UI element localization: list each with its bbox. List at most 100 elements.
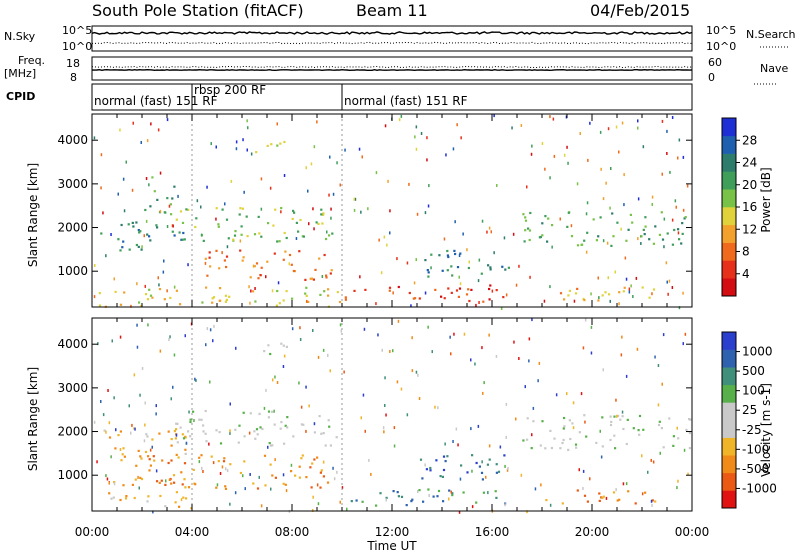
scatter-speck: [119, 448, 122, 451]
y-tick-label: 4000: [57, 337, 88, 351]
scatter-cell: [274, 208, 277, 211]
scatter-cell: [495, 471, 498, 474]
scatter-speck: [434, 405, 436, 409]
scatter-speck: [370, 472, 372, 476]
scatter-cell: [139, 230, 142, 233]
scatter-cell: [119, 498, 122, 502]
scatter-speck: [415, 370, 418, 374]
scatter-speck: [488, 444, 491, 448]
scatter-cell: [167, 461, 170, 465]
scatter-cell: [243, 435, 246, 438]
scatter-cell: [524, 229, 527, 232]
scatter-speck: [615, 398, 617, 402]
scatter-cell: [176, 422, 179, 425]
scatter-speck: [445, 153, 447, 157]
scatter-cell: [600, 496, 603, 499]
scatter-speck: [248, 285, 250, 289]
scatter-cell: [312, 278, 315, 281]
scatter-speck: [528, 337, 531, 341]
scatter-speck: [587, 158, 589, 162]
scatter-cell: [155, 224, 158, 227]
scatter-speck: [687, 472, 689, 476]
freq-tick-top: 18: [66, 57, 80, 70]
scatter-cell: [328, 234, 331, 237]
scatter-cell: [440, 295, 443, 298]
scatter-cell: [397, 495, 400, 498]
scatter-speck: [200, 205, 202, 209]
scatter-cell: [175, 422, 178, 425]
scatter-speck: [590, 351, 593, 355]
scatter-speck: [326, 230, 328, 234]
scatter-speck: [305, 166, 307, 170]
scatter-speck: [380, 271, 383, 275]
scatter-cell: [324, 444, 327, 447]
scatter-cell: [184, 486, 187, 489]
scatter-cell: [609, 415, 612, 418]
scatter-speck: [141, 367, 144, 370]
scatter-cell: [427, 275, 430, 278]
scatter-cell: [283, 442, 286, 445]
scatter-speck: [449, 335, 451, 339]
scatter-cell: [239, 207, 242, 210]
scatter-cell: [239, 249, 242, 252]
scatter-speck: [406, 413, 409, 417]
scatter-speck: [460, 136, 462, 140]
scatter-cell: [609, 423, 613, 427]
scatter-cell: [127, 223, 130, 226]
scatter-speck: [651, 203, 653, 206]
scatter-speck: [470, 358, 472, 362]
scatter-cell: [177, 456, 180, 459]
scatter-speck: [541, 142, 544, 145]
scatter-cell: [576, 489, 579, 492]
scatter-cell: [140, 457, 143, 460]
scatter-speck: [585, 250, 588, 254]
scatter-speck: [295, 237, 298, 240]
scatter-cell: [139, 476, 142, 479]
scatter-speck: [665, 261, 668, 265]
scatter-speck: [316, 120, 318, 124]
scatter-speck: [168, 204, 171, 208]
scatter-speck: [450, 490, 452, 494]
scatter-speck: [155, 412, 157, 416]
scatter-speck: [430, 266, 432, 270]
scatter-cell: [355, 499, 358, 502]
scatter-cell: [544, 447, 547, 450]
scatter-speck: [459, 477, 462, 481]
scatter-speck: [565, 115, 568, 119]
scatter-cell: [683, 217, 686, 220]
scatter-speck: [308, 222, 310, 226]
scatter-cell: [595, 441, 598, 444]
scatter-cell: [583, 239, 586, 242]
y-tick-label: 3000: [57, 177, 88, 191]
scatter-cell: [215, 486, 218, 489]
scatter-speck: [310, 162, 313, 166]
scatter-speck: [609, 299, 611, 303]
scatter-cell: [282, 299, 285, 302]
nave-label: Nave: [760, 62, 788, 75]
scatter-cell: [282, 482, 285, 485]
scatter-cell: [263, 454, 267, 457]
scatter-cell: [524, 216, 527, 219]
scatter-cell: [181, 238, 184, 241]
scatter-speck: [623, 203, 625, 207]
scatter-speck: [400, 114, 403, 118]
scatter-cell: [583, 414, 586, 417]
scatter-cell: [169, 203, 172, 206]
scatter-speck: [383, 430, 385, 434]
scatter-speck: [93, 420, 96, 424]
scatter-speck: [605, 496, 608, 500]
scatter-cell: [435, 459, 438, 462]
scatter-cell: [237, 441, 240, 444]
scatter-cell: [182, 496, 185, 499]
colorbar-tick-label: 8: [742, 245, 750, 259]
scatter-cell: [121, 246, 124, 249]
scatter-speck: [385, 413, 387, 417]
scatter-speck: [458, 275, 460, 279]
scatter-cell: [688, 447, 691, 450]
scatter-speck: [393, 426, 396, 430]
scatter-speck: [216, 483, 219, 487]
colorbar-swatch: [722, 242, 736, 261]
scatter-speck: [682, 291, 684, 295]
scatter-speck: [518, 357, 520, 360]
scatter-speck: [475, 303, 477, 307]
